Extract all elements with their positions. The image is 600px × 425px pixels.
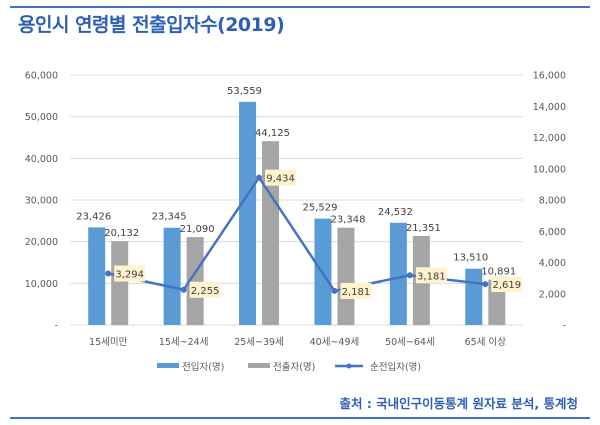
bar-in	[465, 268, 483, 325]
net-point	[331, 287, 338, 294]
right-axis-tick: 6,000	[539, 227, 566, 238]
legend-swatch	[248, 363, 270, 368]
right-axis-tick: 12,000	[533, 133, 566, 144]
bottom-rule	[10, 417, 590, 419]
right-axis-tick: 14,000	[533, 102, 566, 113]
category-label: 50세~64세	[385, 337, 435, 348]
legend-marker	[346, 363, 352, 369]
net-label: 3,181	[417, 271, 446, 282]
net-label: 2,181	[342, 287, 371, 298]
bar-out-label: 21,090	[180, 224, 215, 235]
net-label-bg	[491, 276, 523, 293]
left-axis-tick: 40,000	[25, 154, 58, 165]
bar-out-label: 21,351	[406, 223, 441, 234]
legend-label: 전입자(명)	[182, 361, 224, 373]
bar-out	[186, 237, 204, 325]
right-axis-tick: 8,000	[539, 196, 566, 207]
category-label: 15세~24세	[159, 337, 209, 348]
left-axis-tick: 30,000	[25, 196, 58, 207]
bar-in	[163, 227, 181, 325]
bar-in	[389, 222, 407, 325]
bar-in-label: 13,510	[453, 253, 488, 264]
left-axis-tick: 20,000	[25, 237, 58, 248]
bar-in-label: 53,559	[227, 86, 262, 97]
legend-label: 전출자(명)	[273, 362, 315, 373]
bar-in	[88, 227, 106, 325]
bar-out-label: 44,125	[255, 128, 290, 139]
category-label: 25세~39세	[234, 337, 284, 348]
chart-title: 용인시 연령별 전출입자수(2019)	[18, 14, 285, 36]
net-point	[180, 286, 187, 293]
bar-out-label: 20,132	[104, 228, 139, 239]
category-label: 65세 이상	[465, 337, 507, 348]
net-point	[406, 272, 413, 279]
category-label: 15세미만	[89, 337, 128, 348]
net-label: 3,294	[115, 270, 144, 281]
net-label-bg	[340, 282, 372, 299]
net-point	[482, 281, 489, 288]
left-axis-tick: 50,000	[25, 112, 58, 123]
bar-in-label: 24,532	[378, 207, 413, 218]
net-label: 2,255	[191, 286, 220, 297]
left-axis-tick: 60,000	[25, 71, 58, 82]
left-axis-tick: -	[55, 321, 58, 332]
bar-out-label: 10,891	[481, 267, 516, 278]
right-axis-tick: 2,000	[539, 289, 566, 300]
bar-out	[337, 227, 355, 325]
source-note: 출처 : 국내인구이동통계 원자료 분석, 통계청	[339, 396, 578, 411]
right-axis-tick: 10,000	[533, 164, 566, 175]
right-axis-tick: 16,000	[533, 71, 566, 82]
right-axis-tick: 4,000	[539, 258, 566, 269]
bar-in-label: 23,345	[152, 212, 187, 223]
net-point	[256, 174, 263, 181]
bar-in-label: 23,426	[76, 211, 111, 222]
net-point	[105, 270, 112, 277]
net-label-bg	[415, 267, 447, 284]
bar-in-label: 25,529	[302, 203, 337, 214]
top-rule	[10, 6, 590, 8]
legend-label: 순전입자(명)	[370, 361, 421, 373]
category-label: 40세~49세	[310, 337, 360, 348]
bar-out-label: 23,348	[330, 215, 365, 226]
net-label-bg	[189, 281, 221, 298]
bar-out	[262, 141, 280, 325]
net-label: 9,434	[266, 174, 295, 185]
net-label-bg	[114, 265, 146, 282]
bar-out	[111, 241, 129, 325]
left-axis-tick: 10,000	[25, 279, 58, 290]
net-label-bg	[265, 169, 297, 186]
right-axis-tick: -	[563, 321, 566, 332]
bar-in	[239, 101, 257, 326]
legend-swatch	[157, 363, 179, 368]
net-label: 2,619	[492, 280, 521, 291]
